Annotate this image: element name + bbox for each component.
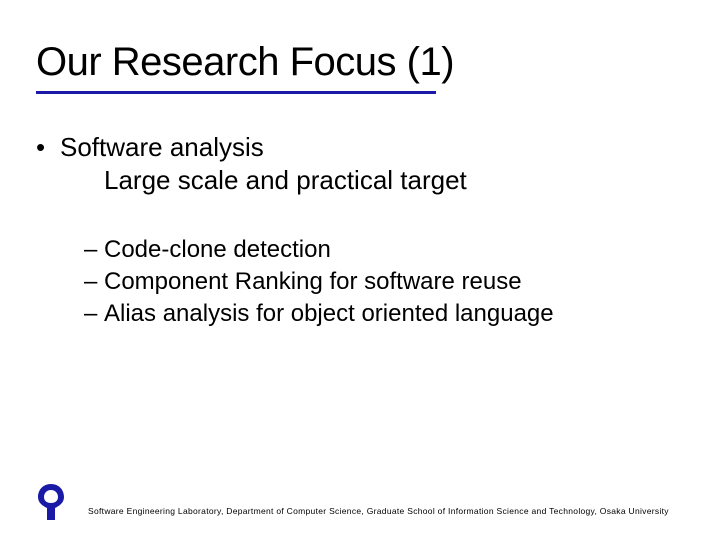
footer-text: Software Engineering Laboratory, Departm… (88, 506, 698, 516)
title-underline (36, 91, 436, 94)
title-block: Our Research Focus (1) (36, 40, 684, 94)
bullet-main: Software analysis (60, 132, 660, 163)
bullet-sub-2: Component Ranking for software reuse (104, 268, 660, 296)
bullet-sub-1: Code-clone detection (104, 236, 660, 264)
slide: Our Research Focus (1) Software analysis… (0, 0, 720, 540)
bullet-sub-3: Alias analysis for object oriented langu… (104, 300, 660, 328)
slide-body: Software analysis Large scale and practi… (60, 132, 660, 332)
slide-title: Our Research Focus (1) (36, 40, 684, 85)
lab-logo-icon (30, 480, 72, 522)
bullet-main-sub: Large scale and practical target (104, 165, 660, 196)
